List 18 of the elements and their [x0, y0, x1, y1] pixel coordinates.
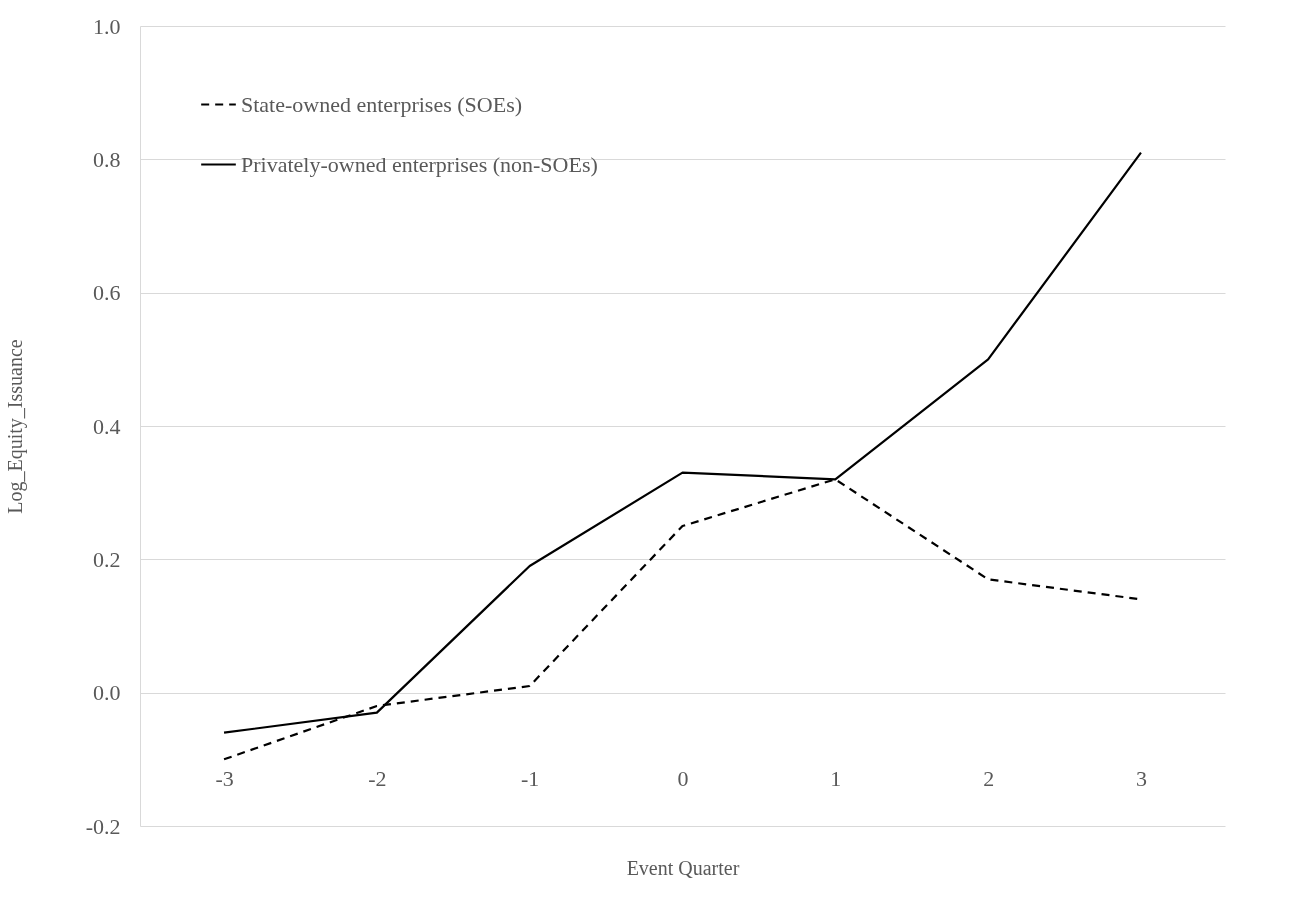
x-tick-label: -2 [368, 766, 387, 792]
x-tick-label: 2 [983, 766, 995, 792]
y-axis-title: Log_Equity_Issuance [3, 339, 27, 514]
y-tick-label: 1.0 [93, 13, 121, 39]
y-tick-label: 0.2 [93, 546, 121, 572]
x-tick-label: -1 [521, 766, 540, 792]
y-tick-label: 0.4 [93, 413, 121, 439]
legend-label: State-owned enterprises (SOEs) [241, 91, 523, 117]
x-tick-label: -3 [215, 766, 234, 792]
y-tick-label: 0.6 [93, 280, 121, 306]
y-tick-label: 0.8 [93, 146, 121, 172]
y-tick-label: 0.0 [93, 680, 121, 706]
legend-label: Privately-owned enterprises (non-SOEs) [241, 151, 598, 177]
x-axis-title: Event Quarter [626, 856, 740, 879]
y-tick-label: -0.2 [85, 813, 121, 839]
x-tick-label: 1 [830, 766, 842, 792]
x-tick-label: 0 [677, 766, 689, 792]
x-tick-label: 3 [1135, 766, 1147, 792]
